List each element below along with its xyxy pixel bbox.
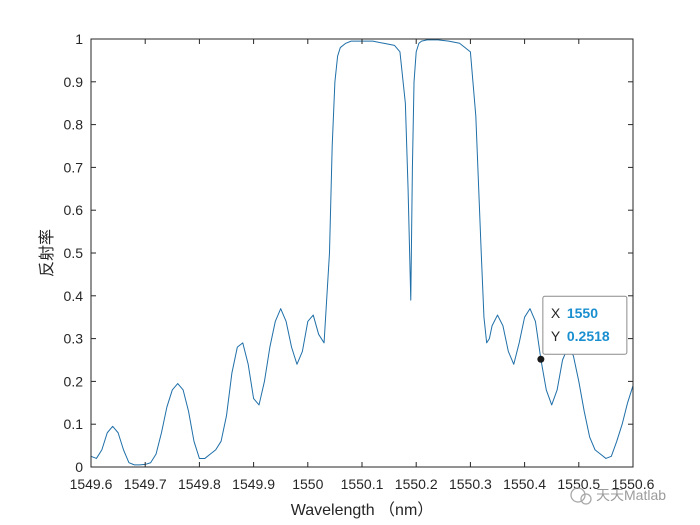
x-tick-label-4: 1550 [292, 476, 323, 492]
watermark-text: 天天Matlab [596, 487, 666, 503]
datatip-y-label: Y [551, 328, 561, 344]
x-tick-label-8: 1550.4 [503, 476, 546, 492]
y-tick-label-7: 0.7 [64, 159, 84, 175]
y-tick-label-10: 1 [75, 31, 83, 47]
datatip-marker[interactable] [537, 355, 545, 363]
y-tick-label-5: 0.5 [64, 245, 84, 261]
y-tick-label-4: 0.4 [64, 288, 84, 304]
datatip-y-value: 0.2518 [567, 328, 610, 344]
curve-layer [90, 39, 634, 466]
x-tick-label-5: 1550.1 [341, 476, 384, 492]
x-tick-label-0: 1549.6 [70, 476, 113, 492]
watermark: 天天Matlab [570, 487, 666, 505]
y-tick-label-1: 0.1 [64, 416, 84, 432]
y-axis-label: 反射率 [38, 229, 56, 277]
datatip-x-value: 1550 [567, 305, 598, 321]
datatip-x-label: X [551, 305, 561, 321]
wechat-icon-inner [580, 493, 592, 505]
y-tick-label-6: 0.6 [64, 202, 84, 218]
x-tick-label-2: 1549.8 [178, 476, 221, 492]
y-tick-label-8: 0.8 [64, 117, 84, 133]
y-tick-label-0: 0 [75, 459, 83, 475]
x-tick-label-9: 1550.5 [557, 476, 600, 492]
datatip[interactable]: X 1550 Y 0.2518 [537, 295, 628, 363]
tick-layer: 1549.6 1549.7 1549.8 1549.9 1550 1550.1 1550.2… [64, 31, 655, 492]
datatip-box[interactable] [542, 295, 628, 355]
series-line-0 [90, 39, 634, 466]
x-axis-label: Wavelength （nm） [291, 501, 434, 519]
x-tick-label-3: 1549.9 [232, 476, 275, 492]
x-tick-label-7: 1550.3 [449, 476, 492, 492]
y-tick-label-3: 0.3 [64, 331, 84, 347]
wechat-icon [570, 487, 586, 503]
x-tick-label-10: 1550.6 [612, 476, 655, 492]
x-tick-label-1: 1549.7 [124, 476, 167, 492]
y-tick-label-2: 0.2 [64, 373, 84, 389]
x-tick-label-6: 1550.2 [395, 476, 438, 492]
axes-box [90, 38, 634, 468]
y-tick-label-9: 0.9 [64, 74, 84, 90]
